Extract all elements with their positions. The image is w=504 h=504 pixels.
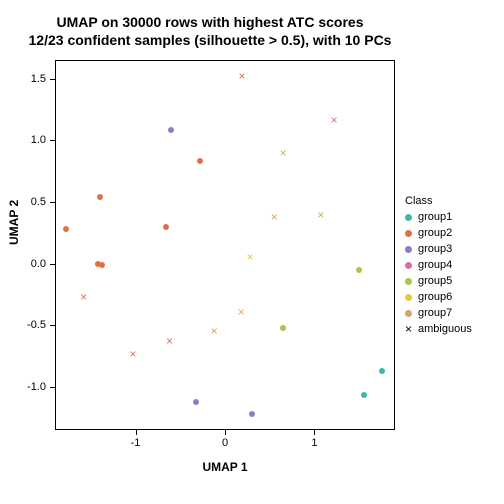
x-tick-label: -1 bbox=[131, 437, 141, 449]
x-tick bbox=[136, 430, 137, 435]
x-tick bbox=[314, 430, 315, 435]
legend-label: group4 bbox=[418, 259, 452, 271]
legend-swatch-icon bbox=[405, 278, 412, 285]
data-point-ambiguous: × bbox=[247, 251, 254, 263]
data-point bbox=[193, 399, 199, 405]
data-point-ambiguous: × bbox=[80, 291, 87, 303]
legend-item: group7 bbox=[405, 305, 472, 321]
y-tick-label: 0.0 bbox=[0, 258, 46, 270]
legend-items: group1 group2 group3 group4 group5 group6 grou… bbox=[405, 209, 472, 337]
y-tick bbox=[50, 387, 55, 388]
data-point-ambiguous: × bbox=[280, 147, 287, 159]
data-point-ambiguous: × bbox=[166, 335, 173, 347]
data-point-ambiguous: × bbox=[211, 325, 218, 337]
x-tick bbox=[225, 430, 226, 435]
y-tick bbox=[50, 264, 55, 265]
data-point bbox=[99, 262, 105, 268]
legend-item: group2 bbox=[405, 225, 472, 241]
data-point bbox=[280, 325, 286, 331]
legend-item: group6 bbox=[405, 289, 472, 305]
legend-item: group1 bbox=[405, 209, 472, 225]
data-point bbox=[97, 194, 103, 200]
legend-swatch-icon bbox=[405, 310, 412, 317]
y-tick bbox=[50, 79, 55, 80]
y-tick-label: 1.0 bbox=[0, 134, 46, 146]
data-point-ambiguous: × bbox=[129, 348, 136, 360]
legend-item: group4 bbox=[405, 257, 472, 273]
legend-item: × ambiguous bbox=[405, 321, 472, 337]
legend-label: group1 bbox=[418, 211, 452, 223]
legend-title: Class bbox=[405, 195, 472, 207]
data-point-ambiguous: × bbox=[238, 306, 245, 318]
legend-label: group5 bbox=[418, 275, 452, 287]
y-tick-label: -1.0 bbox=[0, 381, 46, 393]
data-point bbox=[168, 127, 174, 133]
data-point-ambiguous: × bbox=[331, 114, 338, 126]
legend-swatch-icon bbox=[405, 262, 412, 269]
data-point bbox=[197, 158, 203, 164]
plot-area bbox=[55, 60, 395, 430]
data-point-ambiguous: × bbox=[271, 211, 278, 223]
chart-title-line2: 12/23 confident samples (silhouette > 0.… bbox=[0, 32, 420, 48]
legend-swatch-x-icon: × bbox=[405, 323, 412, 335]
legend-label: group7 bbox=[418, 307, 452, 319]
legend-swatch-icon bbox=[405, 230, 412, 237]
legend: Class group1group2group3group4group5grou… bbox=[405, 195, 472, 337]
data-point bbox=[163, 224, 169, 230]
data-point bbox=[63, 226, 69, 232]
legend-swatch-icon bbox=[405, 246, 412, 253]
data-point bbox=[356, 267, 362, 273]
legend-swatch-icon bbox=[405, 294, 412, 301]
umap-scatter-chart: UMAP on 30000 rows with highest ATC scor… bbox=[0, 0, 504, 504]
y-tick-label: -0.5 bbox=[0, 319, 46, 331]
y-tick bbox=[50, 202, 55, 203]
legend-label: ambiguous bbox=[418, 323, 472, 335]
chart-title-line1: UMAP on 30000 rows with highest ATC scor… bbox=[0, 14, 420, 30]
y-axis-label: UMAP 2 bbox=[7, 200, 21, 245]
x-axis-label: UMAP 1 bbox=[202, 460, 247, 474]
data-point bbox=[379, 368, 385, 374]
data-point-ambiguous: × bbox=[238, 70, 245, 82]
legend-swatch-icon bbox=[405, 214, 412, 221]
legend-label: group6 bbox=[418, 291, 452, 303]
x-tick-label: 1 bbox=[311, 437, 317, 449]
y-tick bbox=[50, 325, 55, 326]
data-point bbox=[249, 411, 255, 417]
data-point-ambiguous: × bbox=[317, 209, 324, 221]
x-tick-label: 0 bbox=[222, 437, 228, 449]
legend-label: group2 bbox=[418, 227, 452, 239]
data-point bbox=[361, 392, 367, 398]
legend-label: group3 bbox=[418, 243, 452, 255]
y-tick bbox=[50, 140, 55, 141]
legend-item: group3 bbox=[405, 241, 472, 257]
legend-item: group5 bbox=[405, 273, 472, 289]
y-tick-label: 1.5 bbox=[0, 73, 46, 85]
